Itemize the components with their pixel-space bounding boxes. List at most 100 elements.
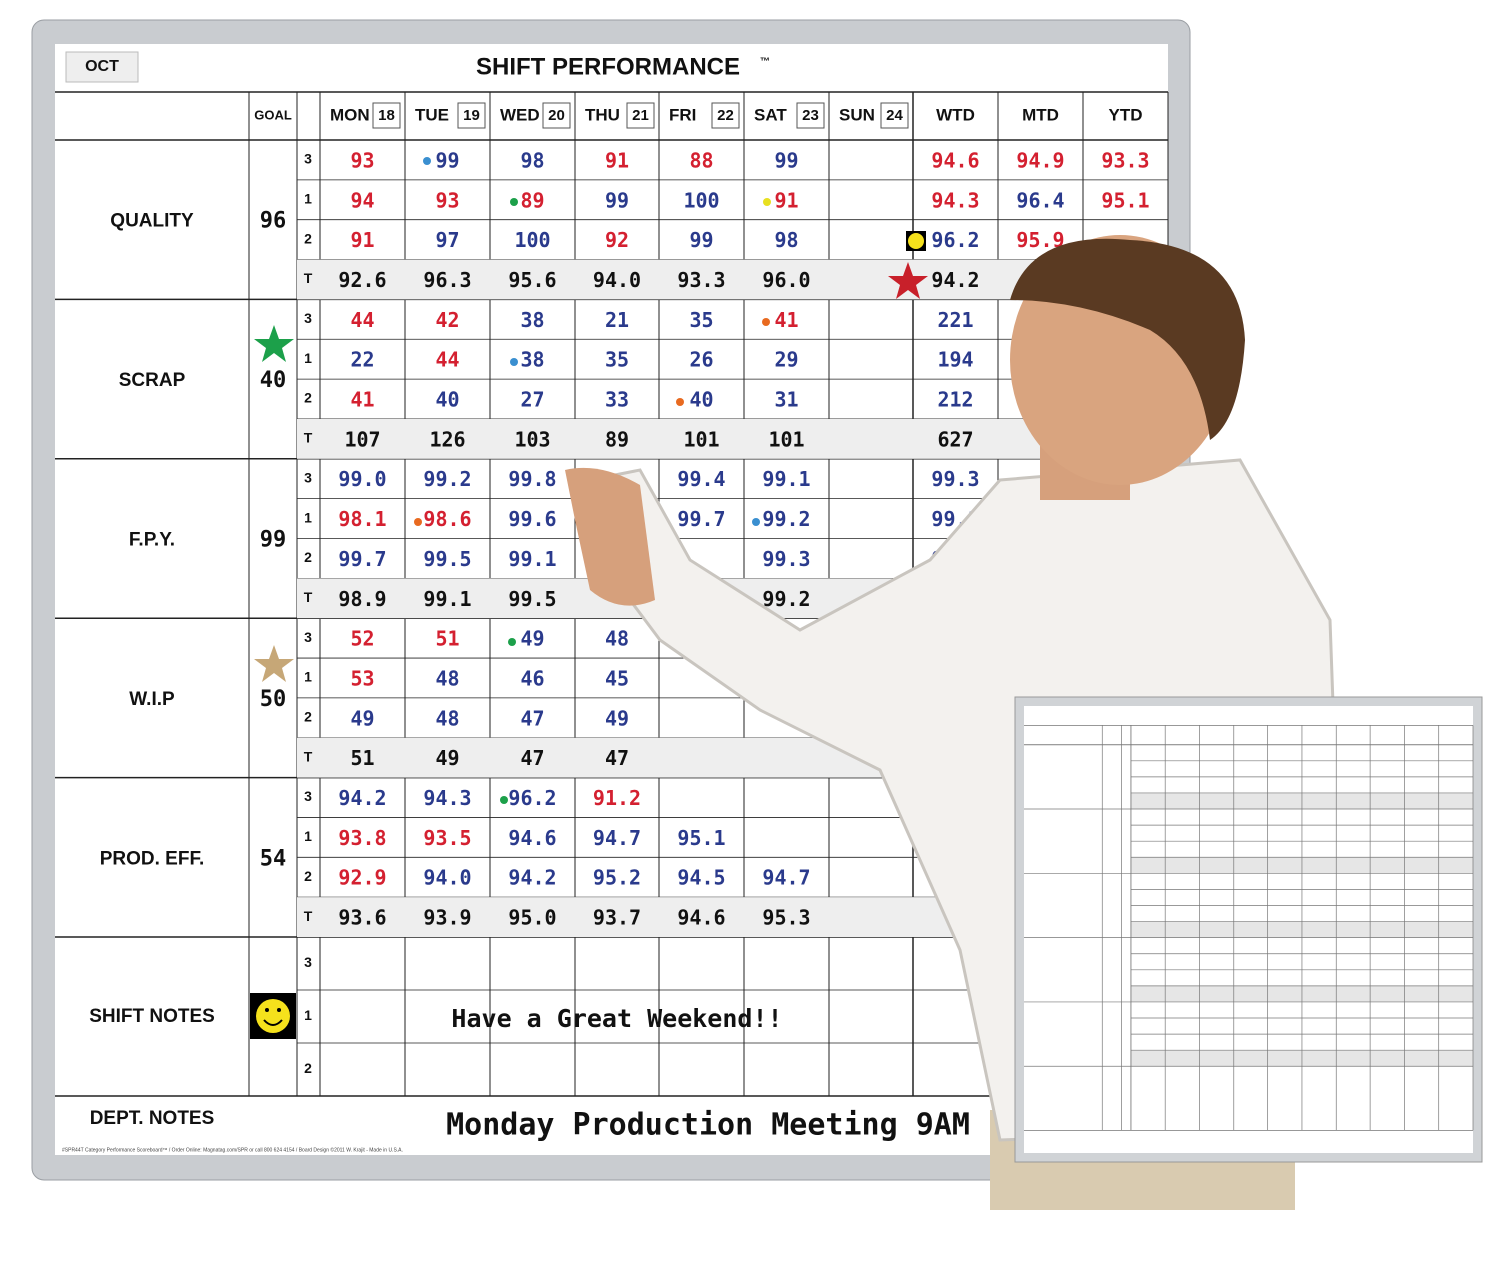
shift-label: 3 xyxy=(304,310,312,326)
shift-label: T xyxy=(304,589,313,605)
smiley-eye xyxy=(265,1008,269,1012)
category-name: QUALITY xyxy=(110,211,194,232)
cell-value: 96.2 xyxy=(931,228,979,252)
goal: 54 xyxy=(260,846,287,871)
cell-value: 47 xyxy=(520,706,544,730)
total-header: MTD xyxy=(1022,105,1059,124)
category-name: W.I.P xyxy=(129,689,175,710)
total-header: YTD xyxy=(1109,105,1143,124)
cell-value: 95.3 xyxy=(762,906,810,930)
cell-value: 93.3 xyxy=(677,268,725,292)
date-box xyxy=(626,102,655,129)
cell-value: 91 xyxy=(350,228,374,252)
cell-value: 48 xyxy=(435,706,459,730)
cell-value: 94.3 xyxy=(931,188,979,212)
cell-value: 221 xyxy=(937,308,973,332)
month-tag xyxy=(65,51,139,83)
cell-value: 93.8 xyxy=(338,826,386,850)
cell-value: 94.2 xyxy=(931,268,979,292)
shift-label: T xyxy=(304,908,313,924)
goal: 50 xyxy=(260,687,287,712)
day-name: MON xyxy=(330,105,370,124)
cell-value: 94.5 xyxy=(677,866,725,890)
cell-value: 99.8 xyxy=(508,467,556,491)
shift-label: T xyxy=(304,430,313,446)
cell-value: 27 xyxy=(520,388,544,412)
cell-value: 103 xyxy=(514,427,550,451)
blank-board xyxy=(1014,696,1483,1163)
shift-notes-label: SHIFT NOTES xyxy=(89,1006,215,1027)
cell-value: 31 xyxy=(774,388,798,412)
cell-value: 40 xyxy=(689,388,713,412)
cell-value: 94.2 xyxy=(338,786,386,810)
cell-value: 53 xyxy=(350,666,374,690)
smiley xyxy=(256,999,290,1033)
day-date: 22 xyxy=(717,107,734,124)
cell-value: 99.2 xyxy=(762,507,810,531)
day-date: 18 xyxy=(378,107,395,124)
cell-value: 99.0 xyxy=(338,467,386,491)
shift-label: 2 xyxy=(304,230,312,246)
board: OCT SHIFT PERFORMANCE ™ GOAL DEPT. NOTES… xyxy=(55,51,1169,1153)
cell-value: 47 xyxy=(605,746,629,770)
day-date: 24 xyxy=(886,107,903,124)
trademark: ™ xyxy=(760,57,770,68)
cell-value: 99 xyxy=(774,148,798,172)
cell-value: 95.2 xyxy=(593,866,641,890)
dot xyxy=(510,198,518,206)
month: OCT xyxy=(85,58,119,75)
cell-value: 45 xyxy=(605,666,629,690)
cell-value: 49 xyxy=(520,627,544,651)
smiley xyxy=(908,233,924,249)
cell-value: 101 xyxy=(683,427,719,451)
cell-value: 44 xyxy=(350,308,374,332)
shift-label: 3 xyxy=(304,788,312,804)
cell-value: 94 xyxy=(350,188,374,212)
cell-value: 99.2 xyxy=(762,587,810,611)
day-name: THU xyxy=(585,105,620,124)
date-box xyxy=(796,102,825,129)
cell-value: 47 xyxy=(520,746,544,770)
cell-value: 100 xyxy=(514,228,550,252)
green-star xyxy=(254,325,294,362)
goal: 96 xyxy=(260,209,287,234)
smiley-mouth xyxy=(263,1019,283,1026)
cell-value: 627 xyxy=(937,427,973,451)
shift-label: 1 xyxy=(304,669,312,685)
cell-value: 88 xyxy=(689,148,713,172)
category-name: F.P.Y. xyxy=(129,530,175,551)
shift-label: 2 xyxy=(304,549,312,565)
dot xyxy=(752,518,760,526)
shift-label: 1 xyxy=(304,509,312,525)
cell-value: 94.7 xyxy=(593,826,641,850)
cell-value: 212 xyxy=(937,388,973,412)
total-row-shade xyxy=(297,418,1168,459)
cell-value: 49 xyxy=(605,706,629,730)
day-name: TUE xyxy=(415,105,449,124)
cell-value: 91 xyxy=(605,148,629,172)
dot xyxy=(510,358,518,366)
cell-value: 96.0 xyxy=(762,268,810,292)
smiley-eye xyxy=(277,1008,281,1012)
cell-value: 126 xyxy=(429,427,465,451)
dot xyxy=(762,318,770,326)
cell-value: 99 xyxy=(605,188,629,212)
cell-value: 49 xyxy=(350,706,374,730)
cell-value: 96.2 xyxy=(508,786,556,810)
shift-label: 2 xyxy=(304,868,312,884)
cell-value: 92 xyxy=(605,228,629,252)
dept-note: Monday Production Meeting 9AM xyxy=(446,1108,970,1143)
cell-value: 99 xyxy=(689,228,713,252)
cell-value: 40 xyxy=(435,388,459,412)
cell-value: 93.5 xyxy=(423,826,471,850)
cell-value: 38 xyxy=(520,348,544,372)
cell-value: 51 xyxy=(350,746,374,770)
cell-value: 93 xyxy=(350,148,374,172)
cell-value: 94.0 xyxy=(593,268,641,292)
shift-label: 1 xyxy=(304,350,312,366)
day-date: 19 xyxy=(463,107,480,124)
cell-value: 98.9 xyxy=(338,587,386,611)
goal-header: GOAL xyxy=(254,107,292,122)
cell-value: 95.6 xyxy=(508,268,556,292)
